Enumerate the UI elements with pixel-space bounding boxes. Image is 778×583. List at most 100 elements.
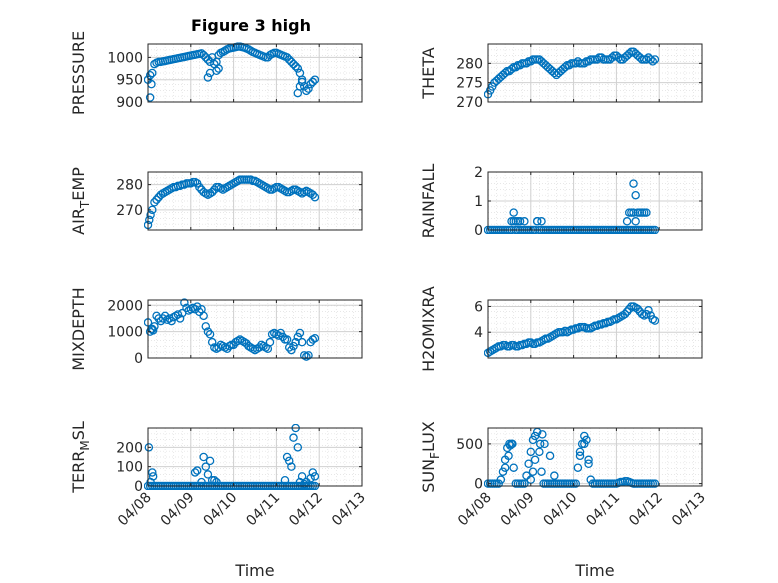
plot-area <box>148 44 362 102</box>
data-point <box>535 439 545 449</box>
data-point <box>520 479 529 488</box>
data-point <box>295 82 305 91</box>
panel-pressure: 900 950 1000 PRESSURE <box>69 31 363 115</box>
data-point <box>274 331 283 340</box>
data-point <box>293 64 303 73</box>
data-point <box>289 433 298 442</box>
data-point <box>310 75 320 84</box>
data-point <box>291 337 300 347</box>
data-point <box>304 351 313 360</box>
y-axis-label: TERRMSL <box>69 421 92 494</box>
y-label-subscript: T <box>78 200 92 209</box>
y-label-tail: SL <box>69 421 88 440</box>
data-point <box>575 451 585 461</box>
data-point <box>297 472 307 481</box>
data-point <box>282 335 292 344</box>
data-point <box>265 337 275 347</box>
data-point <box>306 474 315 483</box>
y-label-main: SUN <box>419 459 438 493</box>
data-point <box>255 343 264 352</box>
y-tick-label: 0 <box>474 223 483 239</box>
data-point <box>584 455 593 465</box>
data-point <box>622 307 632 316</box>
data-point <box>201 462 211 471</box>
data-point <box>146 210 155 220</box>
data-point <box>310 472 320 481</box>
data-point <box>580 439 589 449</box>
data-point <box>310 192 320 202</box>
x-tick-label: 04/13 <box>669 490 709 530</box>
panel-theta: 270 275 280 THETA <box>419 43 703 111</box>
axes-box <box>487 427 703 487</box>
data-point <box>291 62 300 71</box>
data-point <box>506 441 515 450</box>
data-point <box>148 472 158 481</box>
y-tick-label: 1 <box>474 194 483 210</box>
data-point <box>508 439 517 449</box>
y-tick-label: 0 <box>474 477 483 493</box>
data-point <box>203 327 213 336</box>
x-tick-label: 04/08 <box>115 490 155 530</box>
y-label-subscript: F <box>428 452 442 459</box>
data-point <box>310 333 320 343</box>
y-tick-label: 900 <box>116 95 143 111</box>
data-point <box>571 59 580 68</box>
data-point <box>504 451 513 461</box>
y-axis-label: AIRTEMP <box>69 167 92 235</box>
data-point <box>299 479 309 489</box>
data-point <box>500 463 510 472</box>
y-tick-label: 4 <box>474 325 483 341</box>
data-point <box>538 430 547 439</box>
x-tick-label: 04/13 <box>329 490 369 530</box>
axes-box <box>147 43 363 103</box>
data-point <box>199 452 208 462</box>
data-point <box>192 302 202 311</box>
data-point <box>148 68 157 78</box>
panel-terr_msl: 0 100 200 04/08 04/09 04/10 04/11 04/12 04/13 TER… <box>69 421 369 580</box>
plot-area <box>148 428 362 486</box>
data-point <box>500 68 510 78</box>
data-point <box>284 55 294 64</box>
axes-box <box>147 427 363 487</box>
data-point <box>507 64 516 74</box>
data-point <box>282 53 292 62</box>
data-point <box>152 195 161 204</box>
data-point <box>308 190 318 199</box>
data-point <box>571 479 580 488</box>
data-point <box>302 86 311 96</box>
y-tick-label: 0 <box>134 351 143 367</box>
data-point <box>190 304 200 314</box>
data-point <box>145 93 155 102</box>
axes-box <box>147 171 363 231</box>
plot-area <box>488 44 702 102</box>
data-point <box>550 471 559 480</box>
y-tick-label: 500 <box>456 437 483 453</box>
data-point <box>190 468 200 477</box>
data-point <box>203 55 213 64</box>
data-point <box>535 447 544 457</box>
axes-box <box>487 43 703 103</box>
data-point <box>631 217 640 226</box>
data-point <box>144 443 154 452</box>
y-tick-label: 280 <box>116 178 143 194</box>
y-label-main: TERR <box>69 451 88 494</box>
data-point <box>648 57 658 66</box>
data-point <box>507 217 516 226</box>
data-point <box>284 456 294 466</box>
data-point <box>195 182 204 192</box>
data-point <box>532 217 542 226</box>
series-markers <box>484 302 660 358</box>
x-tick-label: 04/11 <box>583 490 623 530</box>
series-markers <box>144 42 320 102</box>
data-point <box>278 332 288 342</box>
data-point <box>297 77 307 87</box>
y-label-tail: LUX <box>419 421 438 452</box>
data-point <box>644 306 653 315</box>
data-point <box>515 217 525 226</box>
data-point <box>633 304 643 314</box>
data-point <box>540 439 549 449</box>
data-point <box>650 55 660 64</box>
y-label-subscript: M <box>78 440 92 450</box>
data-point <box>575 447 585 457</box>
